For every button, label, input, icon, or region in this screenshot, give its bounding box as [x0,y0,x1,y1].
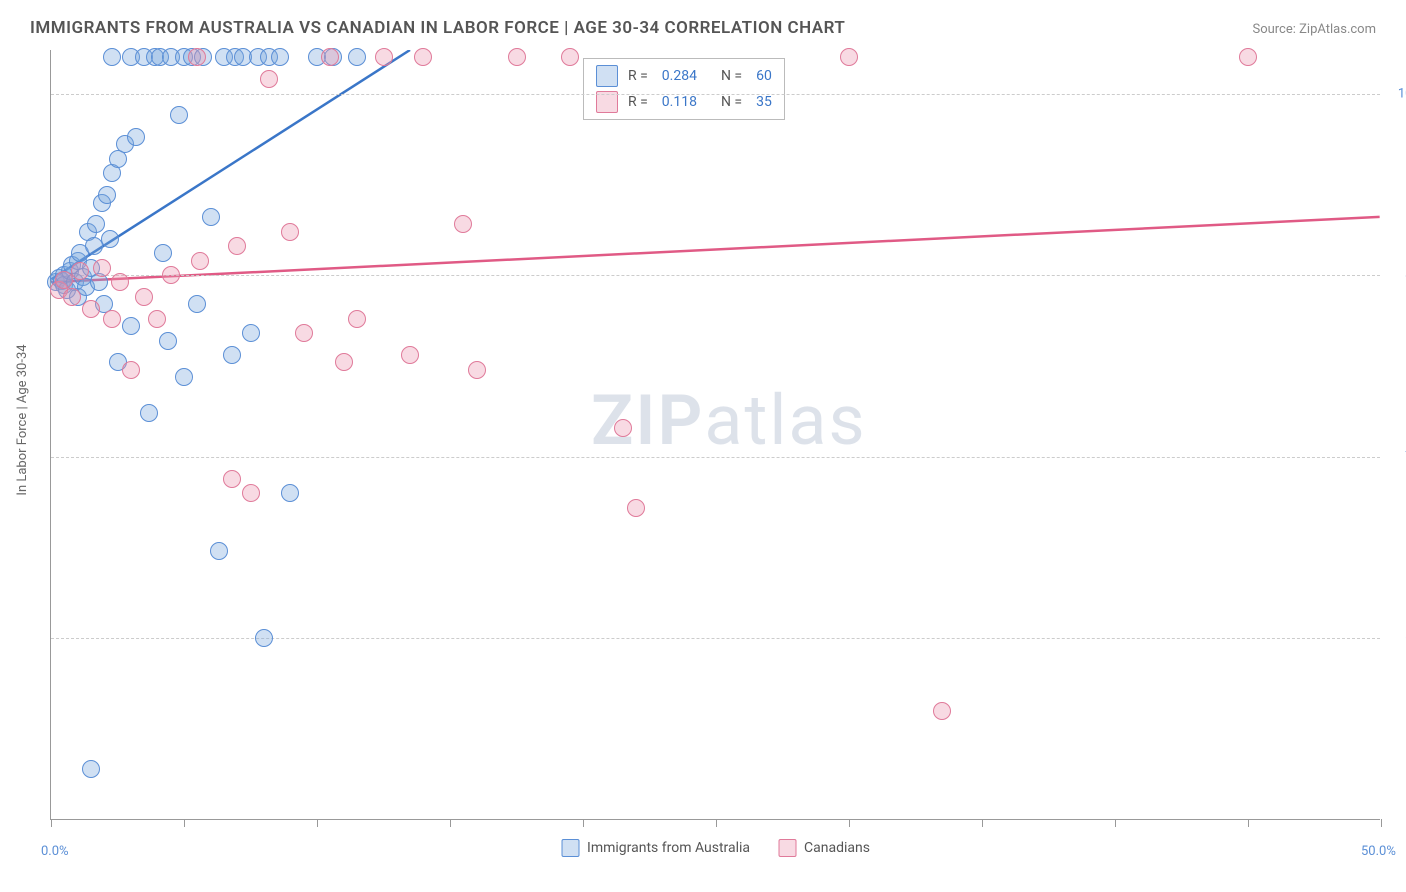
data-point [223,346,241,364]
data-point [627,499,645,517]
data-point [82,760,100,778]
data-point [933,702,951,720]
x-tick [450,819,451,827]
data-point [1239,48,1257,66]
data-point [321,48,339,66]
trend-lines [51,50,1380,819]
x-tick [184,819,185,827]
y-tick-label: 100.0% [1398,86,1406,101]
data-point [148,310,166,328]
legend-n-value: 60 [756,68,772,84]
x-tick [51,819,52,827]
gridline [51,457,1380,458]
legend-r-label: R = [628,94,648,110]
data-point [614,419,632,437]
scatter-chart: ZIPatlas R =0.284N =60R =0.118N =35 Immi… [50,50,1380,820]
data-point [401,346,419,364]
y-axis-title: In Labor Force | Age 30-34 [15,344,30,495]
data-point [561,48,579,66]
legend-label: Canadians [804,840,870,856]
legend-swatch [596,65,618,87]
data-point [93,259,111,277]
x-tick-label: 0.0% [41,844,69,859]
data-point [191,252,209,270]
data-point [840,48,858,66]
data-point [228,237,246,255]
legend-item: Immigrants from Australia [561,839,750,857]
data-point [154,244,172,262]
x-tick-label: 50.0% [1361,844,1396,859]
data-point [468,361,486,379]
data-point [87,215,105,233]
data-point [260,70,278,88]
watermark-zip: ZIP [591,380,704,462]
legend-swatch [778,839,796,857]
data-point [127,128,145,146]
source-attribution: Source: ZipAtlas.com [1252,22,1376,37]
data-point [140,404,158,422]
series-legend: Immigrants from Australia Canadians [561,839,870,857]
data-point [281,223,299,241]
data-point [210,542,228,560]
legend-r-value: 0.118 [662,94,697,110]
x-tick [1248,819,1249,827]
data-point [271,48,289,66]
x-tick [583,819,584,827]
x-tick [982,819,983,827]
data-point [63,288,81,306]
x-tick [849,819,850,827]
data-point [348,48,366,66]
data-point [335,353,353,371]
legend-r-value: 0.284 [662,68,697,84]
data-point [295,324,313,342]
data-point [122,361,140,379]
legend-label: Immigrants from Australia [587,840,750,856]
x-tick [716,819,717,827]
x-tick [1115,819,1116,827]
data-point [71,262,89,280]
data-point [82,300,100,318]
data-point [375,48,393,66]
correlation-legend: R = 0.284 N = 60 R = 0.118 N = 35 [583,58,785,120]
data-point [170,106,188,124]
x-tick [1381,819,1382,827]
legend-swatch [561,839,579,857]
data-point [348,310,366,328]
legend-n-label: N = [721,94,742,110]
data-point [175,368,193,386]
data-point [101,230,119,248]
gridline [51,94,1380,95]
x-tick [317,819,318,827]
data-point [414,48,432,66]
data-point [454,215,472,233]
data-point [242,484,260,502]
data-point [281,484,299,502]
data-point [162,266,180,284]
data-point [98,186,116,204]
data-point [135,288,153,306]
data-point [188,48,206,66]
data-point [103,48,121,66]
data-point [159,332,177,350]
legend-n-label: N = [721,68,742,84]
data-point [223,470,241,488]
data-point [202,208,220,226]
data-point [255,629,273,647]
legend-r-label: R = [628,68,648,84]
data-point [103,310,121,328]
watermark-atlas: atlas [704,380,866,462]
legend-item: Canadians [778,839,870,857]
legend-n-value: 35 [756,94,772,110]
gridline [51,638,1380,639]
trend-line [51,217,1379,282]
data-point [242,324,260,342]
gridline [51,275,1380,276]
data-point [188,295,206,313]
chart-title: IMMIGRANTS FROM AUSTRALIA VS CANADIAN IN… [30,18,845,38]
watermark: ZIPatlas [591,380,867,462]
data-point [111,273,129,291]
data-point [508,48,526,66]
data-point [122,317,140,335]
legend-row: R = 0.284 N = 60 [596,65,772,87]
